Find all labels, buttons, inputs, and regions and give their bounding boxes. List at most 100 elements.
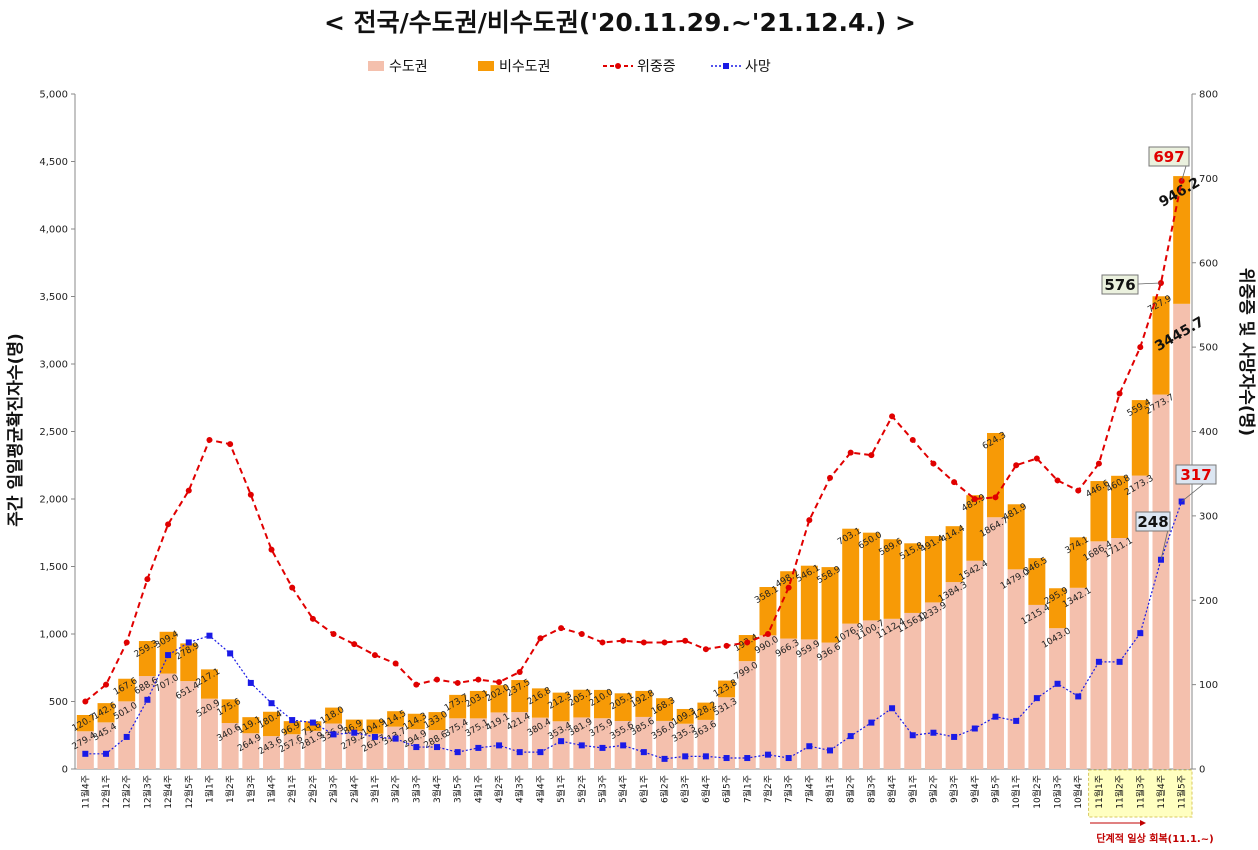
bar-noncapital <box>304 721 322 731</box>
legend-deaths-marker <box>723 63 729 69</box>
bar-noncapital <box>552 692 570 722</box>
point-deaths <box>599 744 606 751</box>
x-tick-label: 2월4주 <box>348 775 360 803</box>
point-deaths <box>165 652 172 659</box>
bar-noncapital <box>76 714 94 732</box>
y-tick-right: 700 <box>1199 174 1218 185</box>
point-deaths <box>123 733 130 740</box>
bar-capital <box>531 717 549 769</box>
x-tick-label: 10월1주 <box>1010 775 1022 809</box>
point-critical <box>1137 344 1144 351</box>
x-tick-label: 2월3주 <box>328 775 340 803</box>
callouts-layer: 576 697 248 317 <box>1101 146 1217 560</box>
x-tick-label: 4월2주 <box>493 775 505 803</box>
x-tick-label: 6월5주 <box>721 775 733 803</box>
point-critical <box>268 546 275 553</box>
point-critical <box>785 584 792 591</box>
bar-capital <box>883 618 901 769</box>
x-tick-label: 3월4주 <box>431 775 443 803</box>
point-deaths <box>744 755 751 762</box>
bar-capital <box>1173 303 1191 769</box>
x-tick-label: 12월3주 <box>141 775 153 809</box>
x-tick-label: 11월3주 <box>1134 775 1146 809</box>
bar-capital <box>366 733 384 769</box>
y-tick-right: 100 <box>1199 680 1218 691</box>
callout-critical-w4-box <box>1101 274 1139 295</box>
bar-capital <box>221 723 239 769</box>
bars-layer <box>76 176 1191 769</box>
x-tick-label: 3월5주 <box>452 775 464 803</box>
highlight-layer <box>1088 769 1193 818</box>
point-critical <box>330 631 337 637</box>
bar-capital <box>263 736 280 769</box>
point-deaths <box>433 744 440 751</box>
point-deaths <box>1033 695 1040 702</box>
bar-noncapital <box>263 711 280 737</box>
point-critical <box>951 479 958 486</box>
bar-capital <box>1152 394 1170 769</box>
bar-capital <box>490 712 508 769</box>
point-deaths <box>620 742 627 749</box>
point-critical <box>971 496 978 502</box>
point-deaths <box>785 755 792 762</box>
bar-noncapital <box>1131 400 1149 476</box>
bar-noncapital <box>1007 504 1025 570</box>
point-critical <box>206 436 213 443</box>
point-critical <box>827 474 834 481</box>
x-tick-label: 5월2주 <box>576 775 588 803</box>
point-critical <box>764 631 771 637</box>
point-deaths <box>392 735 399 742</box>
bar-noncapital <box>842 528 860 624</box>
x-tick-label: 12월1주 <box>100 775 112 809</box>
point-deaths <box>289 717 296 724</box>
point-deaths <box>516 749 523 756</box>
y-tick-right: 600 <box>1199 258 1218 269</box>
point-deaths <box>371 733 378 740</box>
bar-noncapital <box>1069 537 1087 588</box>
bar-noncapital <box>221 699 239 724</box>
bar-capital <box>325 723 343 769</box>
bar-noncapital <box>387 711 405 727</box>
point-critical <box>1054 477 1061 484</box>
bar-capital <box>697 719 715 769</box>
legend: 수도권 비수도권 위중증 사망 <box>368 59 771 75</box>
point-deaths <box>847 733 854 740</box>
point-deaths <box>909 732 916 739</box>
y-tick-left: 1,000 <box>39 630 68 641</box>
y-tick-left: 500 <box>49 697 68 708</box>
point-deaths <box>971 725 978 732</box>
point-deaths <box>558 738 565 745</box>
x-tick-label: 7월1주 <box>741 775 753 803</box>
x-tick-label: 10월4주 <box>1072 775 1084 809</box>
bar-capital <box>759 635 777 769</box>
x-tick-label: 1월3주 <box>245 775 257 803</box>
y-tick-right: 400 <box>1199 427 1218 438</box>
legend-deaths-label: 사망 <box>745 59 771 75</box>
x-tick-label: 1월1주 <box>203 775 215 803</box>
bar-noncapital <box>490 685 508 713</box>
bar-noncapital <box>1111 475 1129 539</box>
point-critical <box>558 625 565 632</box>
highlight-region <box>1088 769 1193 818</box>
x-tick-label: 8월3주 <box>865 775 877 803</box>
bar-capital <box>469 718 487 769</box>
bar-capital <box>200 698 218 769</box>
point-critical <box>247 491 254 498</box>
bar-noncapital <box>966 495 984 561</box>
bar-noncapital <box>283 721 301 735</box>
bar-capital <box>97 722 115 769</box>
bar-noncapital <box>676 708 694 724</box>
callout-deaths-w4-box <box>1135 511 1171 532</box>
point-deaths <box>1095 658 1102 665</box>
point-deaths <box>475 744 482 751</box>
point-deaths <box>227 650 234 657</box>
bar-capital <box>862 620 880 769</box>
bar-noncapital <box>118 678 136 702</box>
bar-capital <box>159 673 177 769</box>
callout-critical-w4-leader <box>1137 282 1161 285</box>
x-tick-label: 3월2주 <box>390 775 402 803</box>
callout-deaths-w5: 317 <box>1180 466 1211 484</box>
x-tick-label: 4월3주 <box>514 775 526 803</box>
x-tick-label: 9월2주 <box>927 775 939 803</box>
point-deaths <box>537 749 544 756</box>
